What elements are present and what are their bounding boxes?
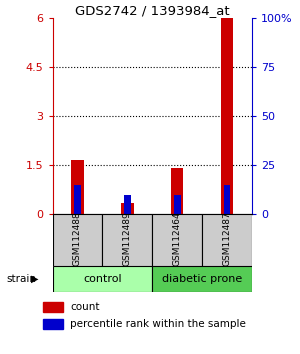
Text: diabetic prone: diabetic prone [162,274,242,284]
Text: GSM112489: GSM112489 [123,211,132,266]
Text: control: control [83,274,122,284]
Bar [44,302,63,312]
Text: GSM112464: GSM112464 [173,211,182,266]
Bar [74,185,81,214]
Bar [121,203,134,214]
Bar [152,266,252,292]
Bar [221,18,233,214]
Bar [171,169,183,214]
Bar [102,214,152,266]
Text: ▶: ▶ [31,274,38,284]
Bar [52,214,102,266]
Bar [71,160,84,214]
Text: GSM112487: GSM112487 [223,211,232,266]
Bar [124,195,131,214]
Bar [52,266,152,292]
Bar [174,195,181,214]
Text: percentile rank within the sample: percentile rank within the sample [70,319,246,329]
Text: GSM112488: GSM112488 [73,211,82,266]
Bar [202,214,252,266]
Bar [44,319,63,329]
Text: count: count [70,302,100,312]
Title: GDS2742 / 1393984_at: GDS2742 / 1393984_at [75,4,230,17]
Text: strain: strain [6,274,36,284]
Bar [152,214,202,266]
Bar [224,185,230,214]
